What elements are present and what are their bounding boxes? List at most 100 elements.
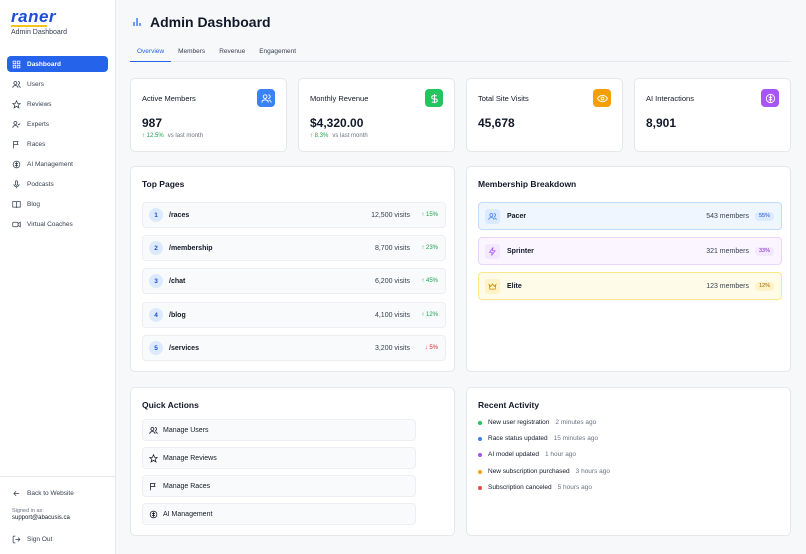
status-dot xyxy=(478,452,482,457)
page-visits: 12,500 visits xyxy=(371,211,410,219)
sidebar-item-users[interactable]: Users xyxy=(7,76,108,92)
sidebar-item-blog[interactable]: Blog xyxy=(7,196,108,212)
manage-races-button[interactable]: Manage Races xyxy=(142,475,416,497)
page-change-value: 5% xyxy=(429,345,438,351)
video-icon xyxy=(12,221,21,227)
sidebar-item-ai-management[interactable]: AI Management xyxy=(7,156,108,172)
sidebar-item-label: Dashboard xyxy=(27,60,61,68)
sidebar-item-label: Virtual Coaches xyxy=(27,220,73,228)
page-path: /chat xyxy=(169,277,186,285)
list-item[interactable]: 5 /services 3,200 visits ↓ 5% xyxy=(142,335,446,361)
stat-label: Monthly Revenue xyxy=(310,94,369,103)
quick-action-label: Manage Users xyxy=(163,426,209,434)
star-icon xyxy=(149,453,158,463)
top-pages-card: Top Pages 1 /races 12,500 visits ↑ 15% 2… xyxy=(130,166,455,372)
brain-icon xyxy=(149,510,158,518)
page-visits: 4,100 visits xyxy=(374,311,410,319)
membership-breakdown-card: Membership Breakdown Pacer 543 members 5… xyxy=(466,166,791,372)
arrow-up-icon: ↑ 12.5% xyxy=(142,133,164,139)
rank-badge: 1 xyxy=(149,208,163,222)
list-item[interactable]: 1 /races 12,500 visits ↑ 15% xyxy=(142,202,446,228)
sidebar: raner Admin Dashboard Dashboard Users Re… xyxy=(0,0,116,554)
ai-management-button[interactable]: AI Management xyxy=(142,503,416,525)
logout-icon xyxy=(12,535,21,544)
sidebar-item-label: Experts xyxy=(27,120,50,128)
sidebar-item-label: Races xyxy=(27,140,46,148)
activity-item: AI model updated 1 hour ago xyxy=(478,451,576,458)
flag-icon xyxy=(150,482,156,490)
rank-badge: 2 xyxy=(149,241,163,255)
rank-badge: 3 xyxy=(149,274,163,288)
stat-card-total-site-visits: Total Site Visits 45,678 xyxy=(466,78,623,152)
membership-icon-box xyxy=(485,278,500,294)
stat-value: 45,678 xyxy=(478,116,515,130)
rank-badge: 5 xyxy=(149,341,163,355)
sidebar-item-reviews[interactable]: Reviews xyxy=(7,96,108,112)
card-title: Membership Breakdown xyxy=(478,179,577,189)
stat-change: ↑ 8.3% vs last month xyxy=(310,133,368,139)
page-change: ↑ 15% xyxy=(421,212,438,218)
stat-label: Active Members xyxy=(142,94,196,103)
membership-percent-badge: 33% xyxy=(754,246,774,256)
book-icon xyxy=(12,200,21,208)
stat-change: ↑ 12.5% vs last month xyxy=(142,133,203,139)
page-change: ↑ 45% xyxy=(421,278,438,284)
sidebar-item-label: Users xyxy=(27,80,44,88)
membership-row-sprinter: Sprinter 321 members 33% xyxy=(478,237,782,265)
quick-action-label: AI Management xyxy=(163,510,213,518)
sidebar-item-dashboard[interactable]: Dashboard xyxy=(7,56,108,72)
brain-icon xyxy=(765,93,775,103)
list-item[interactable]: 2 /membership 8,700 visits ↑ 23% xyxy=(142,235,446,261)
page-change-value: 45% xyxy=(425,278,438,284)
quick-action-label: Manage Races xyxy=(163,482,211,490)
arrow-left-icon xyxy=(13,490,20,497)
stat-change-note: vs last month xyxy=(332,133,368,139)
back-to-website-label: Back to Website xyxy=(27,490,74,497)
tab-engagement[interactable]: Engagement xyxy=(259,48,297,55)
card-title: Top Pages xyxy=(142,179,185,189)
sidebar-item-races[interactable]: Races xyxy=(7,136,108,152)
manage-reviews-button[interactable]: Manage Reviews xyxy=(142,447,416,469)
tab-overview[interactable]: Overview xyxy=(130,45,172,62)
back-to-website-link[interactable]: Back to Website xyxy=(12,489,74,498)
stat-icon-box xyxy=(425,89,443,107)
list-item[interactable]: 4 /blog 4,100 visits ↑ 12% xyxy=(142,302,446,328)
page-change: ↓ 5% xyxy=(424,345,438,351)
signed-in-email: support@abacusis.ca xyxy=(12,515,70,521)
sidebar-item-label: Reviews xyxy=(27,100,52,108)
activity-time: 3 hours ago xyxy=(575,468,610,475)
tab-members[interactable]: Members xyxy=(178,48,206,55)
users-icon xyxy=(12,80,21,88)
page-change-value: 15% xyxy=(425,212,438,218)
app-subtitle: Admin Dashboard xyxy=(11,29,68,36)
page-change: ↑ 12% xyxy=(421,312,438,318)
status-dot xyxy=(478,485,482,490)
status-dot xyxy=(478,436,482,441)
stat-value: 8,901 xyxy=(646,116,677,130)
membership-row-elite: Elite 123 members 12% xyxy=(478,272,782,300)
stat-value: 987 xyxy=(142,116,163,130)
stat-label: AI Interactions xyxy=(646,94,694,103)
page-title: Admin Dashboard xyxy=(150,14,271,30)
microphone-icon xyxy=(13,179,20,188)
sidebar-item-label: Podcasts xyxy=(27,180,54,188)
tab-revenue[interactable]: Revenue xyxy=(219,48,246,55)
list-item[interactable]: 3 /chat 6,200 visits ↑ 45% xyxy=(142,268,446,294)
signed-in-label: Signed in as: xyxy=(12,508,44,514)
activity-time: 2 minutes ago xyxy=(555,419,597,426)
activity-text: New user registration xyxy=(488,419,550,426)
sign-out-button[interactable]: Sign Out xyxy=(12,535,52,544)
stat-icon-box xyxy=(593,89,611,107)
membership-icon-box xyxy=(485,208,500,224)
app-logo[interactable]: raner xyxy=(11,7,57,26)
manage-users-button[interactable]: Manage Users xyxy=(142,419,416,441)
logo-underline xyxy=(11,25,47,27)
activity-item: Subscription canceled 5 hours ago xyxy=(478,484,592,491)
activity-time: 15 minutes ago xyxy=(553,435,599,442)
quick-actions-card: Quick Actions Manage Users Manage Review… xyxy=(130,387,455,536)
quick-action-label: Manage Reviews xyxy=(163,454,217,462)
sidebar-item-experts[interactable]: Experts xyxy=(7,116,108,132)
dollar-icon xyxy=(430,93,438,103)
sidebar-item-podcasts[interactable]: Podcasts xyxy=(7,176,108,192)
sidebar-item-virtual-coaches[interactable]: Virtual Coaches xyxy=(7,216,108,232)
